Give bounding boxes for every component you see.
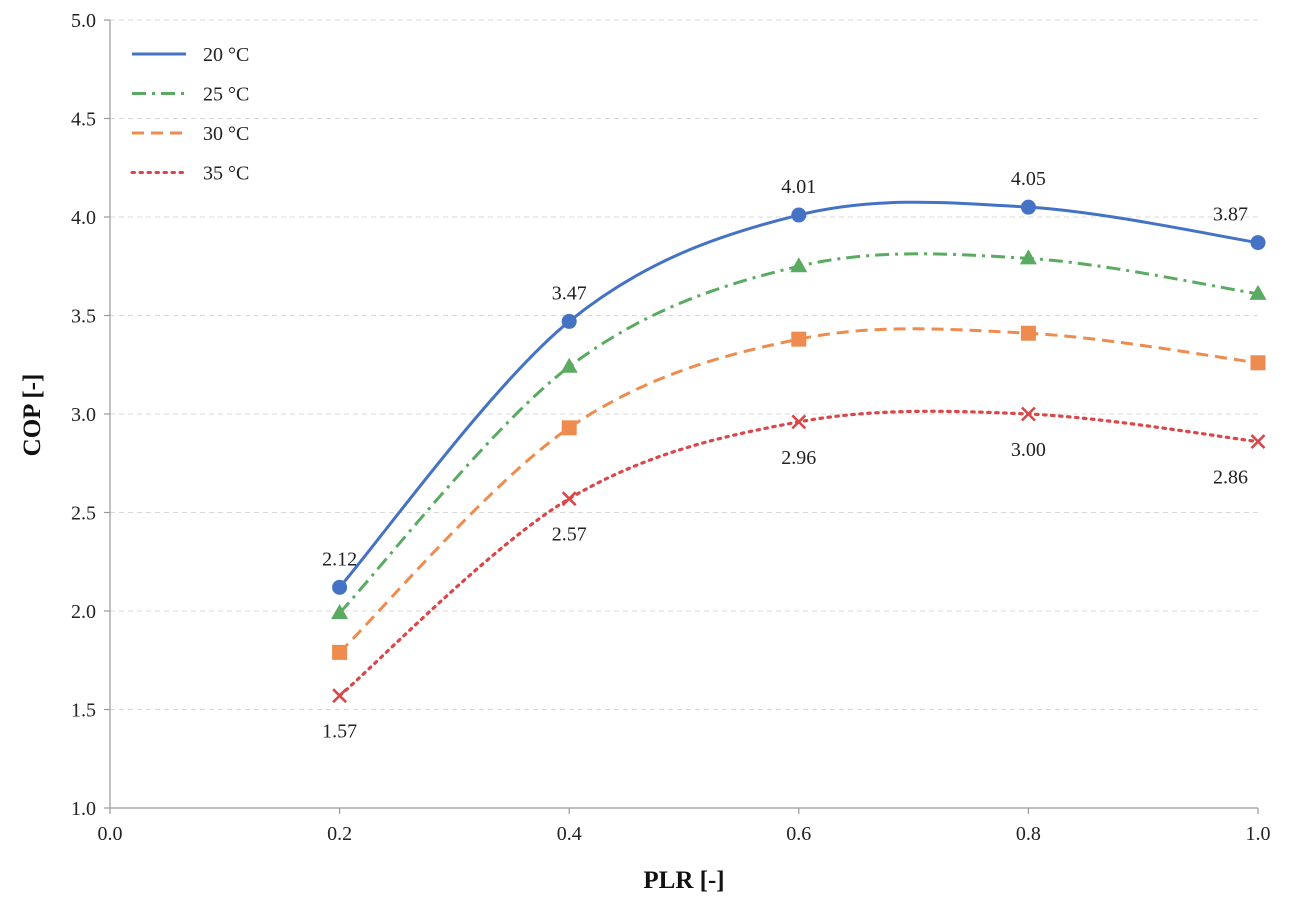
- x-axis-title: PLR [-]: [643, 867, 724, 894]
- marker-s3-p1: [561, 491, 577, 507]
- axes: 1.0 1.5 2.0 2.5 3.0 3.5 4.0 4.5 5.0 0.0 0.2 0.4 0.6 0…: [71, 10, 1271, 845]
- marker-s3-p1-stroke-b: [561, 491, 577, 507]
- data-label-s0-p0: 2.12: [322, 548, 357, 570]
- series-line-0: [338, 200, 1259, 589]
- grid-lines: [110, 19, 1258, 710]
- series-markers: [331, 199, 1267, 704]
- data-label-s3-p3: 3.00: [1011, 439, 1046, 461]
- x-tick-label-1: 0.2: [327, 823, 352, 845]
- y-tick-label-3: 2.5: [71, 503, 96, 525]
- data-label-s3-p4: 2.86: [1213, 467, 1248, 489]
- marker-s3-p4: [1250, 434, 1266, 449]
- marker-s1-p1: [560, 357, 578, 373]
- y-tick-label-7: 4.5: [71, 109, 96, 131]
- marker-s0-p2: [791, 207, 807, 223]
- y-tick-label-1: 1.5: [71, 700, 96, 722]
- y-axis-title: COP [-]: [19, 374, 46, 457]
- legend: 20 °C 25 °C 30 °C 35 °C: [130, 44, 249, 185]
- y-tick-label-0: 1.0: [71, 798, 96, 820]
- data-label-s3-p1: 2.57: [552, 524, 587, 546]
- marker-s0-p4: [1250, 235, 1266, 251]
- marker-s0-p0: [332, 579, 348, 595]
- marker-s3-p4-stroke-b: [1250, 434, 1266, 449]
- data-label-s0-p4: 3.87: [1213, 204, 1248, 226]
- x-tick-label-0: 0.0: [98, 823, 123, 845]
- legend-label-0: 20 °C: [203, 44, 249, 66]
- marker-s1-p4: [1249, 284, 1267, 300]
- marker-s2-p1: [561, 420, 577, 436]
- marker-s1-p2: [790, 257, 808, 273]
- marker-s2-p4: [1250, 355, 1266, 371]
- data-label-s3-p2: 2.96: [781, 447, 816, 469]
- y-tick-label-5: 3.5: [71, 306, 96, 328]
- marker-s3-p3: [1020, 406, 1036, 422]
- legend-label-1: 25 °C: [203, 84, 249, 106]
- y-tick-label-8: 5.0: [71, 10, 96, 32]
- x-tick-label-5: 1.0: [1246, 823, 1271, 845]
- data-label-s0-p2: 4.01: [781, 176, 816, 198]
- marker-s0-p1: [561, 313, 577, 329]
- marker-s3-p0-stroke-b: [332, 688, 348, 704]
- series-line-1: [338, 252, 1259, 614]
- x-tick-label-4: 0.8: [1016, 823, 1041, 845]
- marker-s3-p3-stroke-b: [1020, 406, 1036, 422]
- data-labels: 2.12 3.47 4.01 4.05 3.87 1.57 2.57 2.96 3.00 2.86: [322, 168, 1248, 743]
- marker-s2-p3: [1020, 325, 1036, 341]
- marker-s0-p3: [1020, 199, 1036, 215]
- x-tick-label-2: 0.4: [557, 823, 582, 845]
- marker-s3-p0: [332, 688, 348, 704]
- y-tick-label-2: 2.0: [71, 601, 96, 623]
- marker-s3-p2: [791, 414, 807, 430]
- y-tick-label-6: 4.0: [71, 207, 96, 229]
- legend-label-2: 30 °C: [203, 123, 249, 145]
- data-label-s3-p0: 1.57: [322, 721, 357, 743]
- legend-label-3: 35 °C: [203, 163, 249, 185]
- marker-s2-p0: [332, 644, 348, 660]
- data-label-s0-p1: 3.47: [552, 282, 587, 304]
- x-tick-label-3: 0.6: [786, 823, 811, 845]
- marker-s1-p3: [1019, 249, 1037, 265]
- data-label-s0-p3: 4.05: [1011, 168, 1046, 190]
- marker-s1-p0: [331, 603, 349, 619]
- y-tick-label-4: 3.0: [71, 404, 96, 426]
- series-line-2: [338, 327, 1259, 654]
- marker-s2-p2: [791, 331, 807, 347]
- marker-s3-p2-stroke-b: [791, 414, 807, 430]
